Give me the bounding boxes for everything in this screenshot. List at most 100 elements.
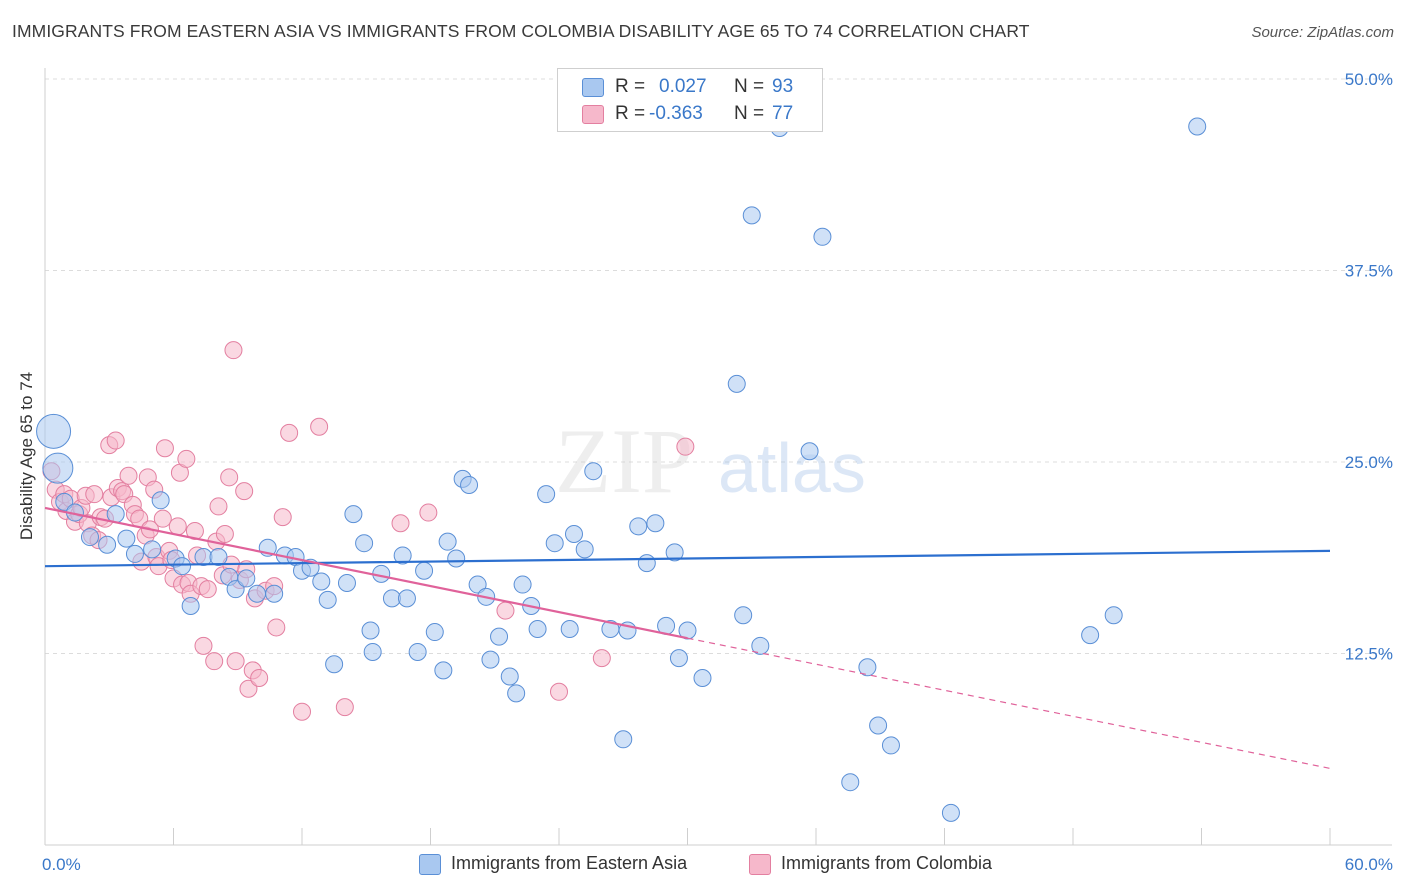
eastern-asia-point: [881, 736, 900, 755]
colombia-point: [239, 679, 258, 698]
eastern-asia-point: [312, 572, 331, 591]
eastern-asia-point: [693, 669, 712, 688]
colombia-point: [198, 580, 217, 599]
eastern-asia-point: [325, 655, 344, 674]
eastern-asia-point: [42, 452, 74, 484]
gridlines: [45, 78, 1392, 654]
colombia-point: [177, 449, 196, 468]
eastern-asia-point: [941, 803, 960, 822]
legend-swatch-blue: [419, 854, 441, 875]
eastern-asia-point: [727, 374, 746, 393]
eastern-asia-point: [1104, 606, 1123, 625]
x-tick-label: 60.0%: [1345, 855, 1393, 874]
colombia-point: [235, 482, 254, 501]
stats-row-colombia: R = -0.363 N = 77: [558, 101, 822, 127]
eastern-asia-point: [575, 540, 594, 559]
n-value: 77: [772, 103, 794, 124]
colombia-point: [106, 431, 125, 450]
eastern-asia-point: [507, 684, 526, 703]
blue-swatch: [582, 78, 604, 97]
eastern-asia-point: [248, 584, 267, 603]
eastern-asia-point: [438, 532, 457, 551]
eastern-asia-point: [397, 589, 416, 608]
colombia-point: [391, 514, 410, 533]
eastern-asia-point: [537, 485, 556, 504]
eastern-asia-point: [318, 590, 337, 609]
colombia-point: [267, 618, 286, 637]
colombia-point: [119, 466, 138, 485]
y-tick-label: 12.5%: [1345, 645, 1393, 664]
colombia-point: [209, 497, 228, 516]
eastern-asia-point: [678, 621, 697, 640]
n-label: N =: [734, 103, 765, 124]
eastern-asia-point: [665, 543, 684, 562]
eastern-asia-point: [237, 569, 256, 588]
eastern-asia-point: [669, 649, 688, 668]
eastern-asia-point: [363, 642, 382, 661]
eastern-asia-point: [151, 491, 170, 510]
colombia-point: [250, 669, 269, 688]
eastern-asia-point: [98, 535, 117, 554]
y-tick-label: 25.0%: [1345, 453, 1393, 472]
eastern-asia-point: [751, 636, 770, 655]
tick-labels: 12.5% 25.0% 37.5% 50.0% 0.0% 60.0%: [42, 70, 1393, 874]
colombia-trend-extension: [687, 637, 1331, 769]
colombia-point: [676, 437, 695, 456]
watermark-atlas: atlas: [718, 429, 866, 507]
r-value: -0.363: [649, 103, 703, 124]
colombia-point: [335, 698, 354, 717]
eastern-asia-point: [125, 544, 144, 563]
colombia-point: [85, 485, 104, 504]
colombia-point: [168, 517, 187, 536]
eastern-asia-point: [481, 650, 500, 669]
colombia-point: [224, 341, 243, 360]
eastern-asia-point: [209, 547, 228, 566]
eastern-asia-point: [528, 619, 547, 638]
colombia-point: [194, 636, 213, 655]
eastern-asia-point: [143, 540, 162, 559]
eastern-asia-points: [36, 80, 1207, 822]
colombia-point: [293, 702, 311, 721]
eastern-asia-point: [460, 475, 479, 494]
eastern-asia-point: [513, 575, 532, 594]
y-tick-label: 50.0%: [1345, 70, 1393, 89]
eastern-asia-point: [564, 525, 583, 544]
eastern-asia-point: [36, 413, 72, 449]
eastern-asia-point: [813, 227, 832, 246]
eastern-asia-point: [447, 549, 466, 568]
eastern-asia-point: [393, 546, 412, 565]
colombia-point: [550, 682, 568, 701]
eastern-asia-point: [500, 667, 519, 686]
watermark: ZIP atlas: [555, 410, 866, 512]
eastern-asia-point: [181, 597, 200, 616]
eastern-asia-point: [841, 773, 860, 792]
source-label: Source: ZipAtlas.com: [1251, 24, 1394, 41]
colombia-point: [273, 508, 292, 527]
stats-box: R = 0.027 N = 93 R = -0.363 N = 77: [557, 68, 823, 132]
n-label: N =: [734, 76, 765, 97]
eastern-asia-point: [265, 584, 284, 603]
stats-row-eastern-asia: R = 0.027 N = 93: [558, 74, 822, 100]
eastern-asia-point: [425, 623, 444, 642]
colombia-point: [496, 601, 515, 620]
eastern-asia-point: [194, 547, 213, 566]
eastern-asia-point: [1188, 117, 1207, 136]
eastern-asia-point: [117, 529, 136, 548]
eastern-asia-point: [734, 606, 753, 625]
colombia-point: [280, 423, 299, 442]
eastern-asia-point: [434, 661, 453, 680]
eastern-asia-point: [468, 575, 487, 594]
eastern-asia-point: [637, 554, 656, 573]
colombia-point: [592, 649, 611, 668]
eastern-asia-point: [560, 619, 579, 638]
eastern-asia-point: [1081, 626, 1100, 645]
eastern-asia-point: [742, 206, 761, 225]
eastern-asia-point: [80, 528, 99, 547]
eastern-asia-point: [646, 514, 665, 533]
x-tick-label: 0.0%: [42, 855, 81, 874]
eastern-asia-point: [584, 462, 603, 481]
eastern-asia-point: [869, 716, 888, 735]
eastern-asia-point: [408, 642, 427, 661]
pink-swatch: [582, 105, 604, 124]
